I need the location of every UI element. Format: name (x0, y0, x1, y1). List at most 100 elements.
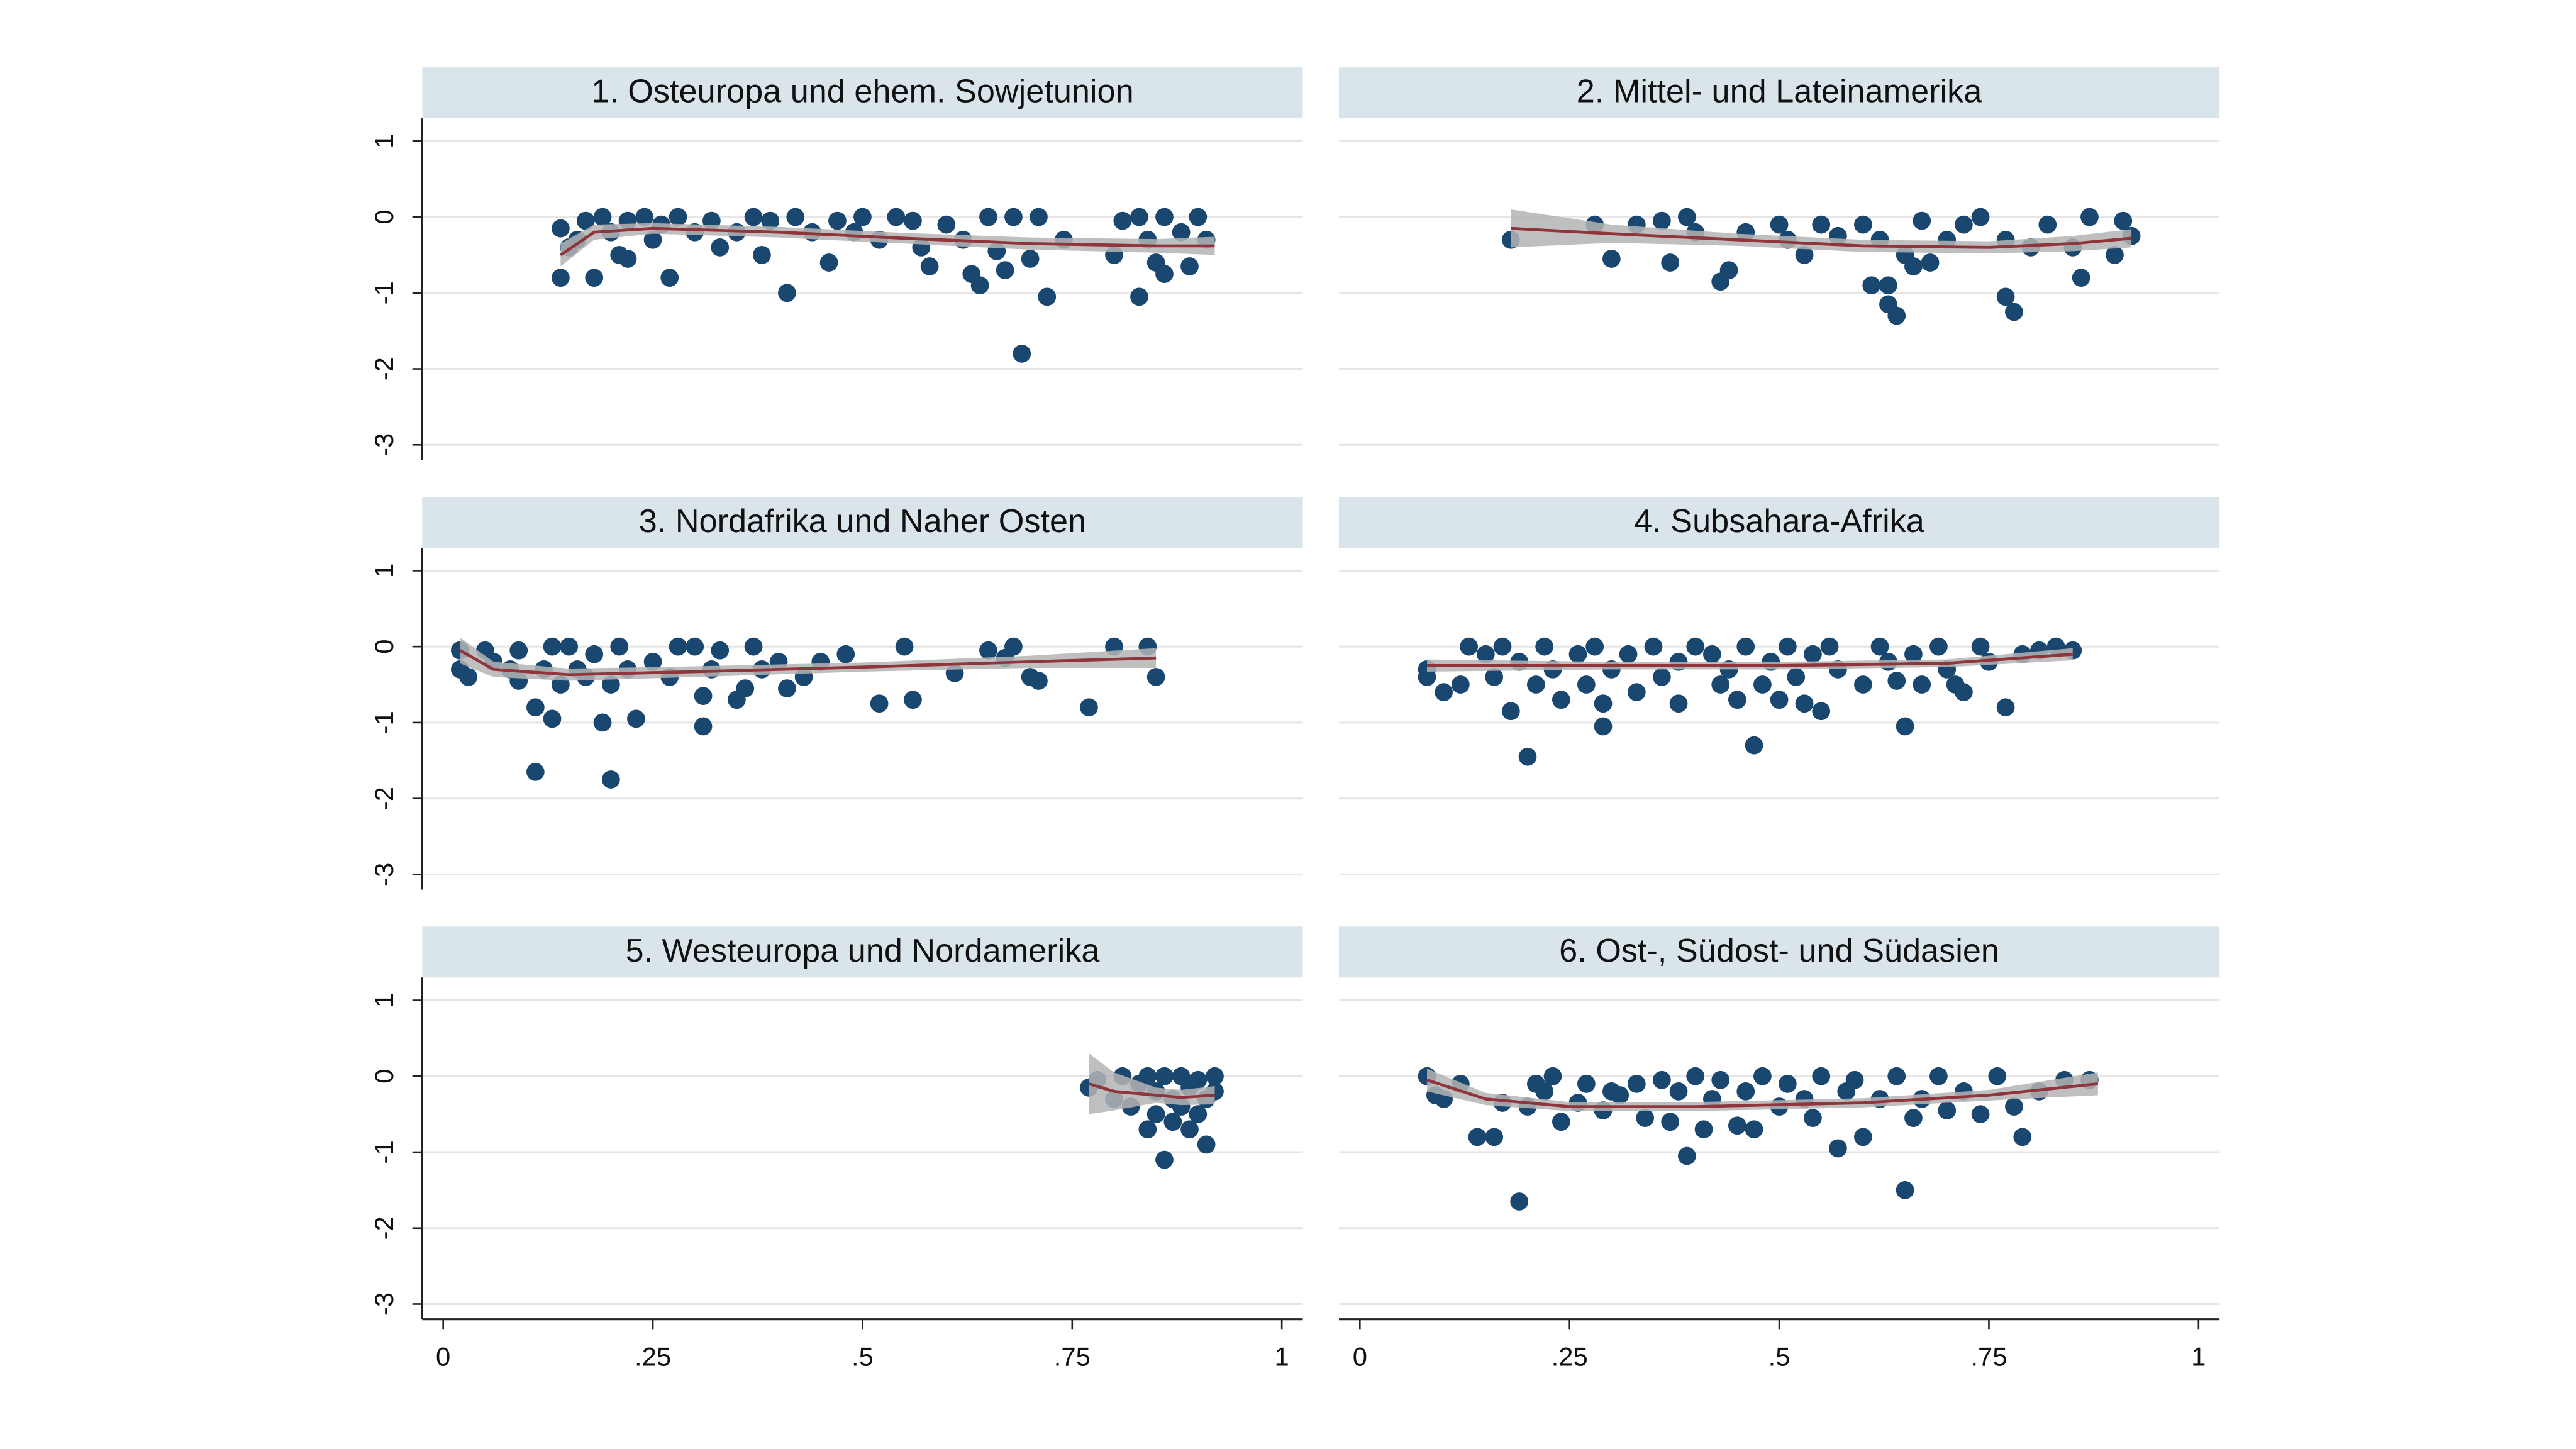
point (2106, 246, 2124, 264)
point (2080, 208, 2099, 226)
point (1929, 637, 1948, 656)
y-tick-label: -2 (369, 787, 399, 810)
point (627, 709, 645, 728)
point (1155, 1150, 1174, 1169)
point (828, 211, 847, 230)
point (1653, 668, 1671, 686)
point (552, 269, 570, 287)
point (660, 269, 679, 287)
point (1611, 1086, 1629, 1104)
point (1879, 276, 1897, 295)
panel-strip (422, 67, 1303, 119)
point (1476, 645, 1495, 663)
point (904, 211, 922, 230)
point (1669, 694, 1688, 713)
point (778, 679, 796, 697)
point (635, 208, 654, 226)
point (979, 641, 997, 660)
point (1189, 1105, 1208, 1123)
point (1904, 1109, 1923, 1128)
point (1653, 1070, 1671, 1089)
point (1038, 287, 1057, 306)
point (970, 276, 989, 295)
point (593, 208, 612, 226)
y-tick-label: -2 (369, 1216, 399, 1240)
point (1460, 637, 1479, 656)
point (1929, 1067, 1948, 1085)
point (1829, 1139, 1847, 1158)
point (1770, 691, 1789, 709)
y-tick-label: 0 (369, 640, 399, 654)
point (1996, 287, 2015, 306)
point (2005, 1097, 2023, 1116)
fit-line (459, 649, 1157, 677)
y-tick-label: 1 (369, 134, 399, 148)
point (1678, 208, 1696, 226)
point (1745, 736, 1763, 755)
point (1493, 637, 1512, 656)
panel-strip (422, 926, 1303, 978)
point (1146, 668, 1165, 686)
panel-title: 5. Westeuropa und Nordamerika (625, 933, 1100, 969)
point (1013, 345, 1031, 363)
point (1577, 1074, 1596, 1093)
point (1155, 265, 1174, 283)
point (1971, 637, 1990, 656)
point (819, 253, 838, 272)
point (643, 230, 662, 249)
point (887, 208, 906, 226)
point (1163, 1113, 1182, 1131)
point (1197, 1135, 1216, 1154)
point (1736, 1082, 1755, 1101)
point (1130, 208, 1148, 226)
point (1812, 1067, 1831, 1085)
point (1004, 208, 1023, 226)
confidence-band (1426, 1069, 2098, 1111)
point (1694, 1120, 1713, 1139)
x-tick-label: .75 (1054, 1341, 1091, 1371)
point (1004, 637, 1023, 656)
point (711, 238, 730, 257)
point (1535, 1082, 1554, 1101)
y-tick-label: -2 (369, 357, 399, 380)
point (1736, 637, 1755, 656)
y-tick-label: 0 (369, 209, 399, 224)
point (1770, 215, 1789, 234)
point (1887, 306, 1906, 325)
point (979, 208, 997, 226)
point (744, 208, 763, 226)
point (694, 687, 713, 706)
point (1206, 1067, 1224, 1085)
point (904, 691, 922, 709)
x-tick-label: .5 (1768, 1341, 1790, 1371)
x-tick-label: .25 (1552, 1341, 1588, 1371)
point (1138, 1067, 1157, 1085)
point (1543, 1067, 1562, 1085)
panel-title: 4. Subsahara-Afrika (1634, 503, 1925, 540)
point (552, 219, 570, 238)
point (1518, 747, 1537, 766)
point (1904, 257, 1923, 275)
point (1896, 1181, 1914, 1199)
point (602, 770, 620, 789)
point (1854, 1128, 1872, 1146)
confidence-band (560, 223, 1215, 267)
point (1535, 637, 1554, 656)
point (1661, 253, 1680, 272)
point (2072, 269, 2090, 287)
point (1021, 250, 1040, 268)
point (1787, 668, 1806, 686)
point (1510, 1192, 1529, 1211)
y-tick-label: 1 (369, 564, 399, 578)
point (1820, 637, 1839, 656)
point (560, 637, 579, 656)
point (577, 211, 595, 230)
panel-title: 2. Mittel- und Lateinamerika (1577, 74, 1982, 110)
point (686, 637, 704, 656)
y-tick-label: -3 (369, 1292, 399, 1316)
point (1501, 702, 1520, 721)
point (1988, 1067, 2007, 1085)
point (853, 208, 872, 226)
point (1577, 675, 1596, 694)
